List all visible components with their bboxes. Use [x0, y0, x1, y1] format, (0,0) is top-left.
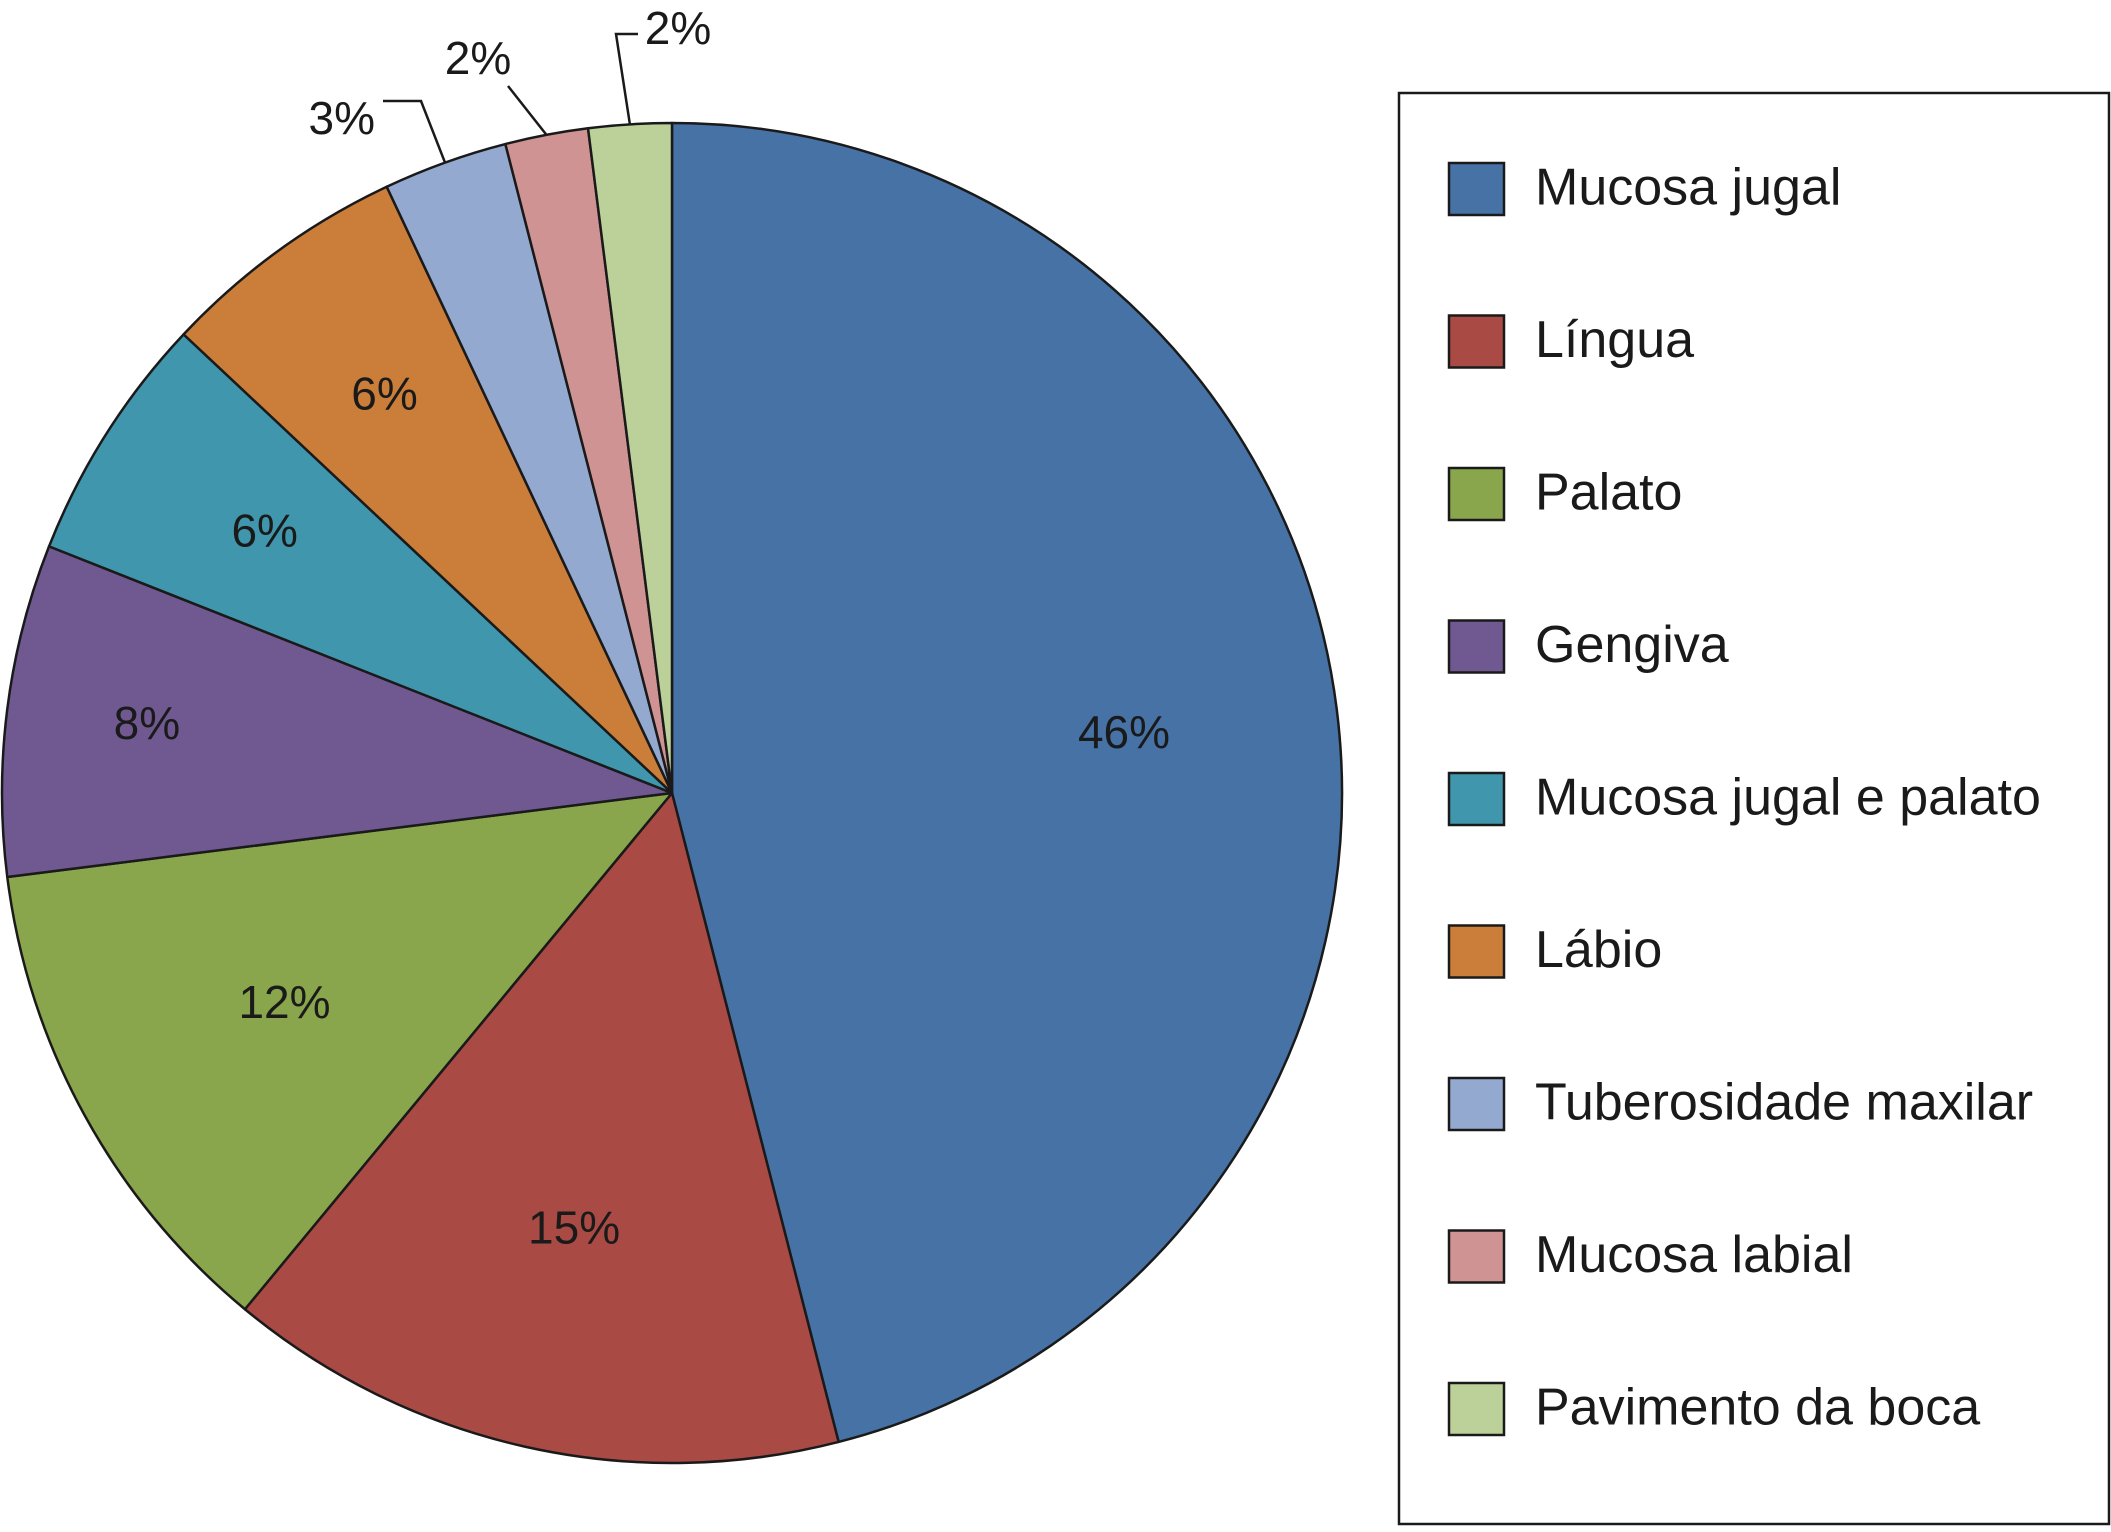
value-label-tuberosidade-maxilar: 3% — [309, 92, 375, 144]
legend-box — [1397, 91, 2111, 1526]
legend-swatch — [1447, 1076, 1506, 1132]
value-label-mucosa-jugal-e-palato: 6% — [231, 505, 297, 557]
legend-swatch — [1447, 466, 1506, 522]
callout-line-pavimento-da-boca — [614, 32, 638, 125]
legend-swatch — [1447, 771, 1506, 827]
value-label-palato: 12% — [238, 976, 330, 1028]
legend-label: Tuberosidade maxilar — [1535, 1074, 2033, 1132]
pie-callouts — [383, 32, 638, 164]
pie-slices — [0, 121, 1344, 1465]
legend-label: Pavimento da boca — [1535, 1379, 1980, 1437]
legend-swatch — [1447, 619, 1506, 674]
pie-value-labels: 46% 15% 12% 8% 6% 6% 3% 2% 2% — [114, 2, 1170, 1253]
legend-item-mucosa-jugal: Mucosa jugal — [1447, 159, 1841, 217]
legend-label: Lábio — [1535, 921, 1662, 979]
value-label-mucosa-labial: 2% — [445, 32, 511, 84]
value-label-lingua: 15% — [528, 1201, 620, 1253]
legend-swatch — [1447, 1381, 1506, 1437]
value-label-pavimento-da-boca: 2% — [645, 2, 711, 54]
callout-line-mucosa-labial — [507, 85, 548, 136]
legend-swatch — [1447, 314, 1506, 369]
pie-slice-mucosa-jugal-e-palato — [47, 333, 674, 795]
legend-label: Palato — [1535, 464, 1682, 522]
legend-item-labio: Lábio — [1447, 921, 1662, 979]
legend-item-gengiva: Gengiva — [1447, 616, 1729, 674]
value-label-labio: 6% — [351, 367, 417, 419]
pie-slice-mucosa-jugal — [670, 121, 1344, 1444]
pie-slice-pavimento-da-boca — [586, 121, 674, 795]
callout-line-tuberosidade-maxilar — [383, 99, 447, 164]
legend-swatch — [1447, 924, 1506, 979]
legend-label: Mucosa jugal — [1535, 159, 1841, 217]
legend-swatch — [1447, 1229, 1506, 1284]
legend-label: Mucosa jugal e palato — [1535, 769, 2041, 827]
legend-label: Gengiva — [1535, 616, 1729, 674]
legend-swatch — [1447, 161, 1506, 217]
pie-slice-labio — [182, 185, 674, 795]
legend-item-mucosa-labial: Mucosa labial — [1447, 1226, 1853, 1284]
value-label-gengiva: 8% — [114, 697, 180, 749]
legend-label: Mucosa labial — [1535, 1226, 1853, 1284]
legend-item-lingua: Língua — [1447, 311, 1694, 369]
pie-slice-palato — [6, 791, 674, 1311]
legend-label: Língua — [1535, 311, 1694, 369]
pie-slice-gengiva — [0, 545, 674, 879]
value-label-mucosa-jugal: 46% — [1078, 706, 1170, 758]
legend-item-pavimento-da-boca: Pavimento da boca — [1447, 1379, 1980, 1437]
pie-slice-lingua — [243, 791, 840, 1465]
legend-item-mucosa-jugal-e-palato: Mucosa jugal e palato — [1447, 769, 2041, 827]
legend-item-palato: Palato — [1447, 464, 1682, 522]
legend-item-tuberosidade-maxilar: Tuberosidade maxilar — [1447, 1074, 2033, 1132]
legend: Mucosa jugal Língua Palato Gengiva Mucosa ju… — [1397, 91, 2111, 1526]
